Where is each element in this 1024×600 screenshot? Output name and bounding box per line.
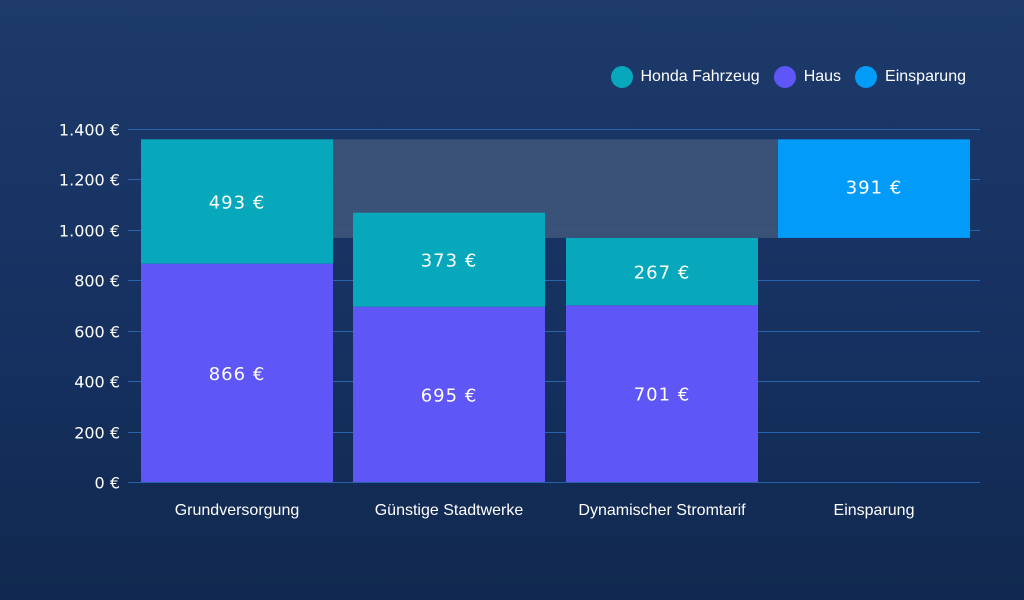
bar-haus-0 [141,263,333,482]
bar-layer [141,139,970,482]
y-tick-label-600: 600 € [74,323,120,342]
chart-legend: Honda Fahrzeug Haus Einsparung [610,66,966,88]
bar-honda-fahrzeug-0 [141,139,333,264]
legend-label-einsparung: Einsparung [885,68,966,85]
x-tick-label-2: Dynamischer Stromtarif [578,502,746,519]
x-tick-label-3: Einsparung [834,502,915,519]
y-tick-label-800: 800 € [74,272,120,291]
y-tick-label-400: 400 € [74,373,120,392]
data-label-haus-0: 866 € [209,364,266,385]
legend-item-honda-fahrzeug: Honda Fahrzeug [610,66,760,88]
data-label-einsparung: 391 € [846,177,903,198]
legend-label-honda-fahrzeug: Honda Fahrzeug [640,68,760,85]
data-label-haus-2: 701 € [634,385,691,406]
bar-haus-1 [353,306,545,482]
data-label-honda-fahrzeug-1: 373 € [421,251,478,272]
legend-item-einsparung: Einsparung [855,66,966,88]
bar-einsparung [778,139,970,238]
y-tick-label-1200: 1.200 € [59,171,120,190]
y-tick-label-0: 0 € [95,474,120,493]
legend-item-haus: Haus [773,66,842,88]
x-tick-label-0: Grundversorgung [175,502,300,519]
y-tick-label-1400: 1.400 € [59,121,120,140]
y-tick-label-200: 200 € [74,424,120,443]
y-tick-label-1000: 1.000 € [59,222,120,241]
x-axis-ticks: Grundversorgung Günstige Stadtwerke Dynami… [175,502,915,519]
legend-swatch-haus [773,66,796,88]
bar-haus-2 [566,305,758,482]
legend-label-haus: Haus [803,68,842,85]
y-axis-ticks: 0 € 200 € 400 € 600 € 800 € 1.000 € 1.200 € 1.4… [59,121,120,493]
bar-honda-fahrzeug-1 [353,212,545,307]
data-label-honda-fahrzeug-0: 493 € [209,192,266,213]
legend-swatch-honda-fahrzeug [610,66,633,88]
bar-honda-fahrzeug-2 [566,237,758,306]
data-label-haus-1: 695 € [421,385,478,406]
legend-swatch-einsparung [855,66,878,88]
x-tick-label-1: Günstige Stadtwerke [375,502,524,519]
label-layer: 866 € 493 € 695 € 373 € 701 € 267 € 391 € [209,177,903,406]
data-label-honda-fahrzeug-2: 267 € [634,263,691,284]
